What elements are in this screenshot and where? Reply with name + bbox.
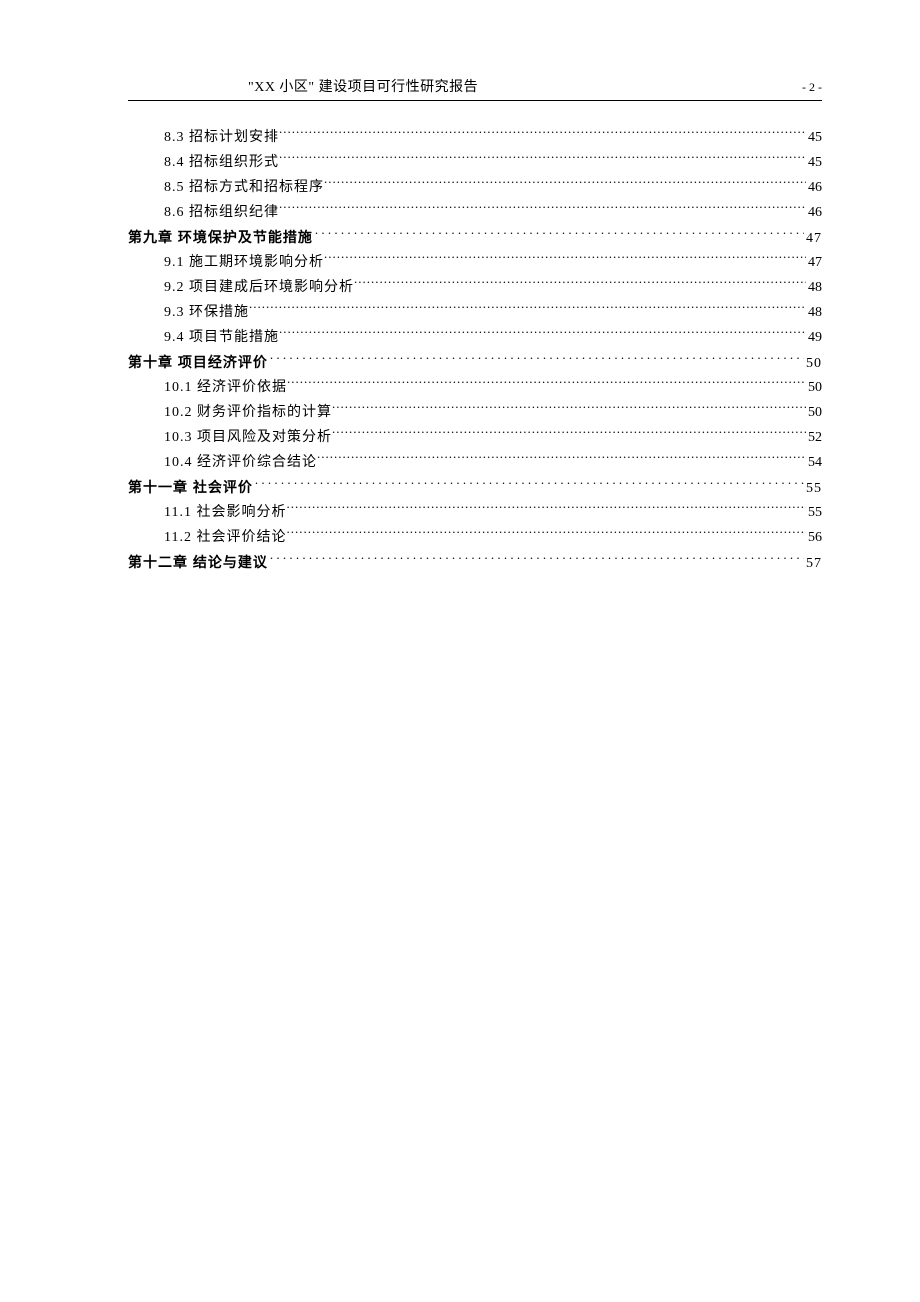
toc-label: 8.4 招标组织形式 bbox=[128, 150, 279, 175]
toc-leader bbox=[287, 377, 806, 391]
toc-leader bbox=[332, 427, 806, 441]
table-of-contents: 8.3 招标计划安排 45 8.4 招标组织形式 45 8.5 招标方式和招标程… bbox=[128, 125, 822, 575]
toc-page: 55 bbox=[806, 500, 822, 525]
toc-entry: 9.2 项目建成后环境影响分析 48 bbox=[128, 275, 822, 300]
toc-label: 第十一章 社会评价 bbox=[128, 475, 253, 500]
toc-entry-chapter: 第十一章 社会评价 55 bbox=[128, 475, 822, 500]
toc-entry-chapter: 第九章 环境保护及节能措施 47 bbox=[128, 225, 822, 250]
toc-label: 第九章 环境保护及节能措施 bbox=[128, 225, 313, 250]
toc-label: 10.4 经济评价综合结论 bbox=[128, 450, 317, 475]
toc-leader bbox=[286, 527, 806, 541]
toc-entry: 8.4 招标组织形式 45 bbox=[128, 150, 822, 175]
toc-page: 50 bbox=[806, 400, 822, 425]
toc-page: 48 bbox=[806, 300, 822, 325]
toc-page: 45 bbox=[806, 150, 822, 175]
toc-entry: 10.2 财务评价指标的计算 50 bbox=[128, 400, 822, 425]
toc-page: 50 bbox=[804, 351, 822, 376]
toc-label: 第十二章 结论与建议 bbox=[128, 550, 268, 575]
toc-leader bbox=[253, 478, 804, 492]
toc-label: 9.3 环保措施 bbox=[128, 300, 249, 325]
toc-entry: 10.4 经济评价综合结论 54 bbox=[128, 450, 822, 475]
toc-entry: 8.5 招标方式和招标程序 46 bbox=[128, 175, 822, 200]
toc-page: 57 bbox=[804, 551, 822, 576]
toc-label: 11.1 社会影响分析 bbox=[128, 500, 286, 525]
toc-page: 48 bbox=[806, 275, 822, 300]
toc-label: 8.5 招标方式和招标程序 bbox=[128, 175, 324, 200]
toc-page: 54 bbox=[806, 450, 822, 475]
toc-entry: 9.4 项目节能措施 49 bbox=[128, 325, 822, 350]
toc-leader bbox=[279, 327, 806, 341]
document-page: "XX 小区" 建设项目可行性研究报告 - 2 - 8.3 招标计划安排 45 … bbox=[0, 0, 920, 575]
toc-page: 46 bbox=[806, 175, 822, 200]
toc-page: 47 bbox=[806, 250, 822, 275]
toc-entry: 9.3 环保措施 48 bbox=[128, 300, 822, 325]
toc-leader bbox=[324, 177, 806, 191]
toc-entry: 11.2 社会评价结论 56 bbox=[128, 525, 822, 550]
toc-entry: 10.1 经济评价依据 50 bbox=[128, 375, 822, 400]
header-page-number: - 2 - bbox=[802, 80, 822, 95]
toc-label: 8.3 招标计划安排 bbox=[128, 125, 279, 150]
toc-entry: 10.3 项目风险及对策分析 52 bbox=[128, 425, 822, 450]
toc-leader bbox=[317, 452, 806, 466]
toc-page: 45 bbox=[806, 125, 822, 150]
toc-leader bbox=[249, 302, 806, 316]
toc-label: 第十章 项目经济评价 bbox=[128, 350, 268, 375]
toc-leader bbox=[313, 228, 804, 242]
toc-leader bbox=[268, 353, 804, 367]
toc-label: 8.6 招标组织纪律 bbox=[128, 200, 279, 225]
toc-label: 10.3 项目风险及对策分析 bbox=[128, 425, 332, 450]
toc-page: 50 bbox=[806, 375, 822, 400]
toc-leader bbox=[279, 127, 806, 141]
toc-label: 9.4 项目节能措施 bbox=[128, 325, 279, 350]
toc-entry: 8.6 招标组织纪律 46 bbox=[128, 200, 822, 225]
toc-page: 55 bbox=[804, 476, 822, 501]
page-header: "XX 小区" 建设项目可行性研究报告 - 2 - bbox=[128, 76, 822, 101]
toc-page: 52 bbox=[806, 425, 822, 450]
toc-leader bbox=[354, 277, 806, 291]
toc-entry-chapter: 第十章 项目经济评价 50 bbox=[128, 350, 822, 375]
toc-page: 47 bbox=[804, 226, 822, 251]
toc-leader bbox=[279, 202, 806, 216]
toc-label: 9.2 项目建成后环境影响分析 bbox=[128, 275, 354, 300]
toc-label: 10.1 经济评价依据 bbox=[128, 375, 287, 400]
toc-leader bbox=[286, 502, 806, 516]
toc-leader bbox=[324, 252, 806, 266]
header-title: "XX 小区" 建设项目可行性研究报告 bbox=[248, 76, 478, 96]
toc-page: 49 bbox=[806, 325, 822, 350]
toc-entry: 9.1 施工期环境影响分析 47 bbox=[128, 250, 822, 275]
toc-label: 11.2 社会评价结论 bbox=[128, 525, 286, 550]
toc-entry: 8.3 招标计划安排 45 bbox=[128, 125, 822, 150]
toc-entry-chapter: 第十二章 结论与建议 57 bbox=[128, 550, 822, 575]
toc-label: 9.1 施工期环境影响分析 bbox=[128, 250, 324, 275]
toc-leader bbox=[332, 402, 806, 416]
toc-leader bbox=[268, 553, 804, 567]
toc-page: 56 bbox=[806, 525, 822, 550]
toc-leader bbox=[279, 152, 806, 166]
toc-entry: 11.1 社会影响分析 55 bbox=[128, 500, 822, 525]
toc-label: 10.2 财务评价指标的计算 bbox=[128, 400, 332, 425]
toc-page: 46 bbox=[806, 200, 822, 225]
